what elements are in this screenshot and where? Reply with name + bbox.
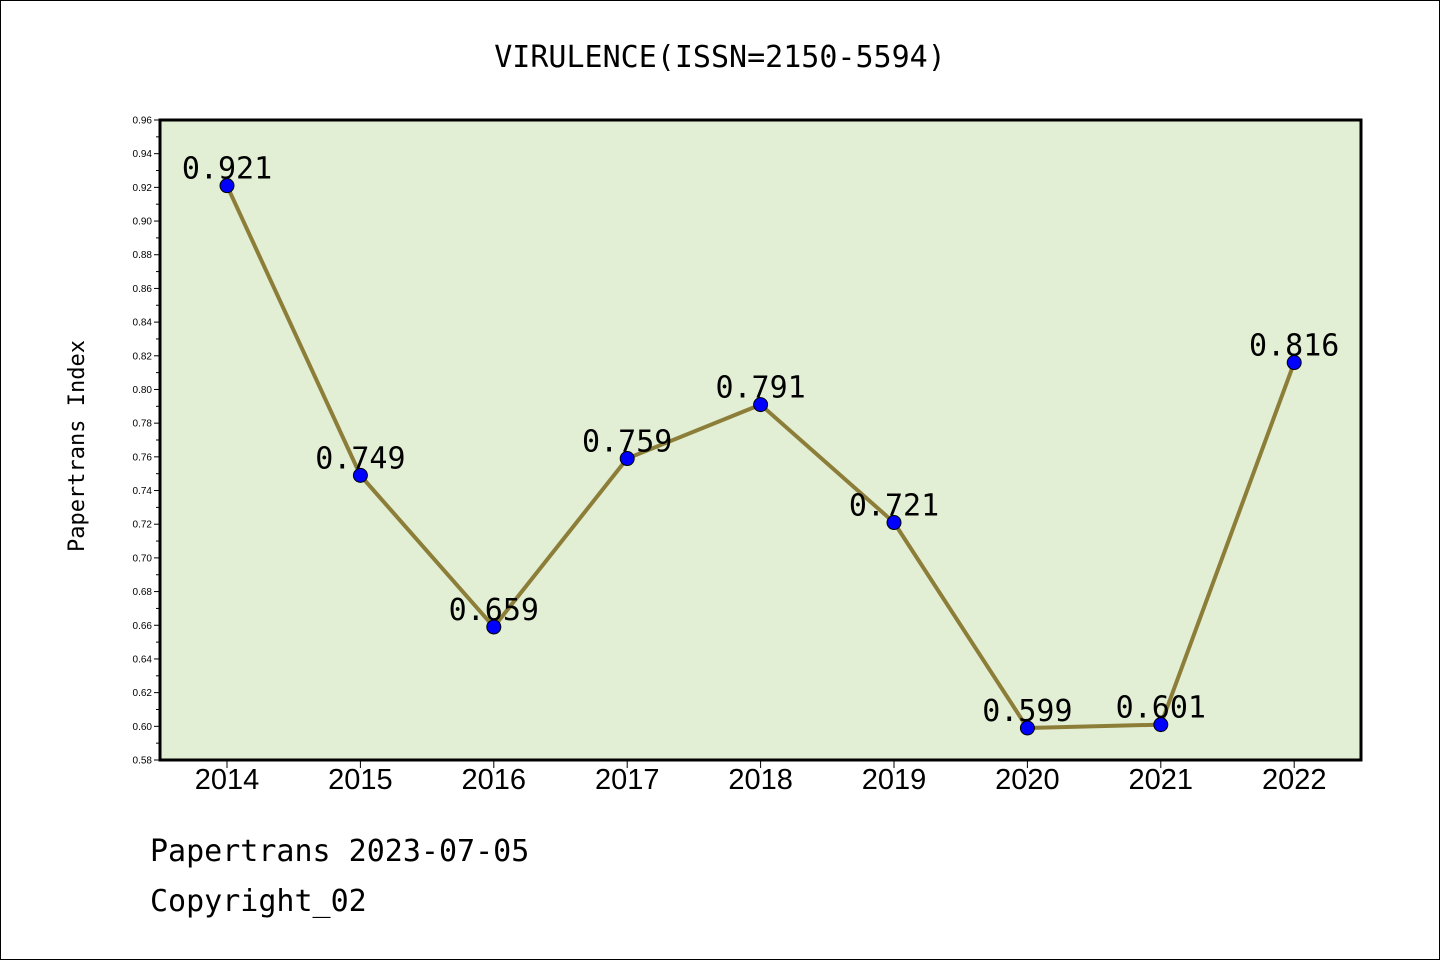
chart-title: VIRULENCE(ISSN=2150-5594) <box>494 40 946 75</box>
data-labels-group: 0.921 0.749 0.659 0.759 0.791 0.721 0.599 0.601… <box>182 152 1340 729</box>
y-tick-label: 0.66 <box>133 621 153 632</box>
y-tick-label: 0.82 <box>133 351 153 362</box>
y-tick-label: 0.84 <box>133 318 153 329</box>
data-point <box>753 397 769 413</box>
data-label: 0.599 <box>982 694 1072 729</box>
plot-area <box>160 120 1361 760</box>
data-label: 0.759 <box>582 425 672 460</box>
y-axis-label: Papertrans Index <box>65 340 90 552</box>
x-tick-label: 2021 <box>1129 764 1194 796</box>
plot-border <box>158 118 1363 762</box>
data-point <box>1019 720 1035 736</box>
x-tick-label: 2016 <box>462 764 527 796</box>
x-tick-label: 2020 <box>995 764 1060 796</box>
data-point <box>619 451 635 467</box>
y-tick-label: 0.94 <box>133 149 153 160</box>
data-point <box>352 467 368 483</box>
data-label: 0.791 <box>715 371 805 406</box>
x-tick-label: 2018 <box>728 764 793 796</box>
data-point <box>1153 717 1169 733</box>
y-axis-ticks: 0.58 0.60 0.62 0.64 0.66 0.68 0.70 0.72 0.74 0.76… <box>133 116 160 767</box>
y-tick-label: 0.72 <box>133 520 153 531</box>
y-tick-label: 0.58 <box>133 756 153 767</box>
y-tick-label: 0.60 <box>133 722 153 733</box>
data-point <box>1286 355 1302 371</box>
data-point <box>219 178 235 194</box>
y-tick-label: 0.92 <box>133 183 153 194</box>
footer-date-text: Papertrans 2023-07-05 <box>150 834 530 869</box>
x-tick-label: 2019 <box>862 764 927 796</box>
x-tick-label: 2015 <box>328 764 393 796</box>
y-tick-label: 0.70 <box>133 553 153 564</box>
y-tick-label: 0.62 <box>133 688 153 699</box>
y-tick-label: 0.80 <box>133 385 153 396</box>
y-tick-label: 0.96 <box>133 116 153 127</box>
y-tick-label: 0.64 <box>133 654 153 665</box>
y-tick-label: 0.86 <box>133 284 153 295</box>
y-tick-label: 0.78 <box>133 419 153 430</box>
data-label: 0.721 <box>849 489 939 524</box>
data-points-group <box>219 178 1302 736</box>
data-label: 0.601 <box>1116 691 1206 726</box>
y-tick-label: 0.76 <box>133 452 153 463</box>
x-tick-label: 2022 <box>1262 764 1327 796</box>
x-tick-label: 2017 <box>595 764 660 796</box>
data-label: 0.749 <box>315 441 405 476</box>
data-point <box>486 619 502 635</box>
y-tick-label: 0.90 <box>133 217 153 228</box>
y-tick-label: 0.74 <box>133 486 153 497</box>
footer-copyright-text: Copyright_02 <box>150 884 367 919</box>
data-point <box>886 515 902 531</box>
x-axis-ticks: 2014 2015 2016 2017 2018 2019 2020 2021 2022 <box>195 760 1327 796</box>
x-tick-label: 2014 <box>195 764 260 796</box>
data-label: 0.921 <box>182 152 272 187</box>
y-tick-label: 0.88 <box>133 250 153 261</box>
y-tick-label: 0.68 <box>133 587 153 598</box>
data-label: 0.659 <box>449 593 539 628</box>
data-label: 0.816 <box>1249 329 1339 364</box>
